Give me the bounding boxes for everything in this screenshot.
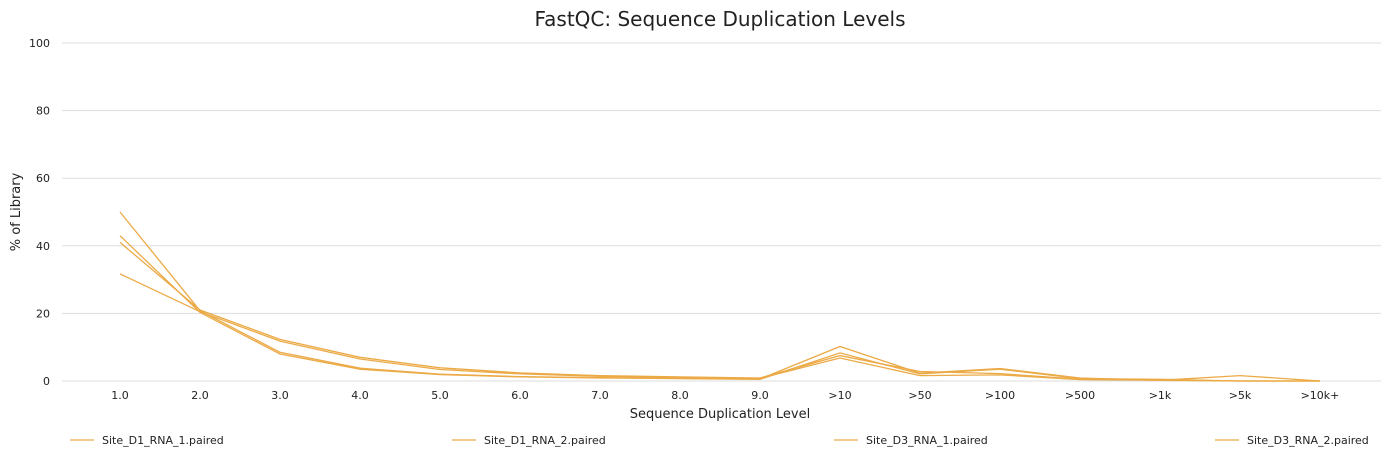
y-tick-label: 40 xyxy=(36,240,50,253)
x-tick-label: >5k xyxy=(1229,389,1252,402)
legend-label: Site_D3_RNA_1.paired xyxy=(866,434,988,447)
series-line-3 xyxy=(119,241,1320,382)
x-tick-label: 2.0 xyxy=(191,389,209,402)
legend-label: Site_D3_RNA_2.paired xyxy=(1247,434,1369,447)
y-axis-ticks: 0 20 40 60 80 100 xyxy=(29,37,50,388)
x-tick-label: 4.0 xyxy=(351,389,369,402)
legend-item[interactable]: Site_D3_RNA_2.paired xyxy=(1215,434,1369,447)
x-tick-label: 6.0 xyxy=(511,389,529,402)
legend-label: Site_D1_RNA_2.paired xyxy=(484,434,606,447)
x-tick-label: 1.0 xyxy=(111,389,129,402)
series-lines xyxy=(119,211,1321,382)
series-line-4 xyxy=(119,273,1320,382)
legend-item[interactable]: Site_D3_RNA_1.paired xyxy=(834,434,988,447)
legend-label: Site_D1_RNA_1.paired xyxy=(102,434,224,447)
x-tick-label: 7.0 xyxy=(591,389,609,402)
legend-item[interactable]: Site_D1_RNA_1.paired xyxy=(70,434,224,447)
chart-title: FastQC: Sequence Duplication Levels xyxy=(534,7,905,31)
x-axis-ticks: 1.0 2.0 3.0 4.0 5.0 6.0 7.0 8.0 9.0 >10 >50 >100 >50… xyxy=(111,389,1339,402)
y-axis-label: % of Library xyxy=(9,172,24,251)
x-tick-label: 5.0 xyxy=(431,389,449,402)
x-tick-label: 3.0 xyxy=(271,389,289,402)
y-tick-label: 20 xyxy=(36,307,50,320)
y-tick-label: 60 xyxy=(36,172,50,185)
y-tick-label: 80 xyxy=(36,105,50,118)
x-tick-label: >10k+ xyxy=(1301,389,1340,402)
x-tick-label: >10 xyxy=(828,389,851,402)
x-axis-label: Sequence Duplication Level xyxy=(630,407,810,422)
y-tick-label: 0 xyxy=(43,375,50,388)
x-tick-label: >50 xyxy=(908,389,931,402)
gridlines xyxy=(62,42,1381,382)
x-tick-label: >100 xyxy=(985,389,1015,402)
series-line-2 xyxy=(119,235,1320,382)
x-tick-label: >500 xyxy=(1065,389,1095,402)
x-tick-label: 8.0 xyxy=(671,389,689,402)
legend-item[interactable]: Site_D1_RNA_2.paired xyxy=(452,434,606,447)
y-tick-label: 100 xyxy=(29,37,50,50)
x-tick-label: 9.0 xyxy=(751,389,769,402)
series-line-1 xyxy=(119,211,1321,382)
legend: Site_D1_RNA_1.paired Site_D1_RNA_2.paired… xyxy=(70,434,1369,447)
x-tick-label: >1k xyxy=(1149,389,1172,402)
